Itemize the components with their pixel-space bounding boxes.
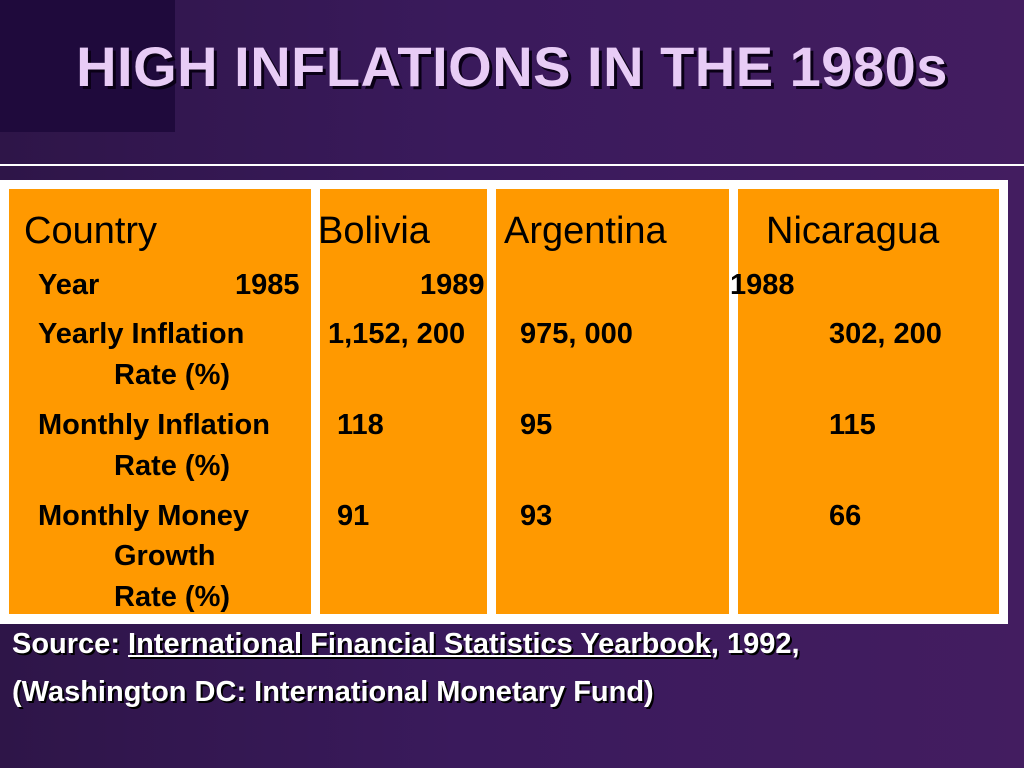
source-line-2: (Washington DC: International Monetary F… — [12, 676, 654, 708]
column-header-argentina: Argentina — [504, 210, 667, 252]
row-label-monthly-inflation: Monthly Inflation — [38, 409, 270, 441]
year-bolivia: 1985 — [235, 269, 300, 301]
value-monthly-inflation-argentina: 95 — [520, 409, 553, 441]
corner-accent-block — [0, 0, 175, 132]
value-monthly-inflation-nicaragua: 115 — [829, 409, 876, 441]
column-header-country: Country — [24, 210, 158, 252]
source-prefix: Source: — [12, 628, 129, 660]
body-cell-labels — [9, 263, 311, 614]
year-nicaragua: 1988 — [730, 269, 795, 301]
row-label-monthly-money-growth: Growth — [114, 540, 216, 572]
row-label-year: Year — [38, 269, 100, 301]
row-label-monthly-money-unit: Rate (%) — [114, 581, 231, 613]
column-header-bolivia: Bolivia — [318, 210, 430, 252]
value-yearly-inflation-nicaragua: 302, 200 — [829, 318, 942, 350]
row-label-yearly-inflation-unit: Rate (%) — [114, 359, 231, 391]
year-argentina: 1989 — [420, 269, 485, 301]
row-label-monthly-inflation-unit: Rate (%) — [114, 450, 231, 482]
value-monthly-inflation-bolivia: 118 — [337, 409, 384, 441]
value-money-growth-bolivia: 91 — [337, 500, 370, 532]
value-yearly-inflation-bolivia: 1,152, 200 — [328, 318, 466, 350]
body-cell-bolivia — [320, 263, 487, 614]
value-yearly-inflation-argentina: 975, 000 — [520, 318, 633, 350]
row-label-yearly-inflation: Yearly Inflation — [38, 318, 245, 350]
header-divider-line — [0, 164, 1024, 166]
source-line-1: Source: International Financial Statisti… — [12, 628, 800, 661]
body-cell-argentina — [496, 263, 729, 614]
column-header-nicaragua: Nicaragua — [766, 210, 940, 252]
inflation-table: Country Bolivia Argentina Nicaragua Year… — [0, 180, 1008, 624]
row-label-monthly-money: Monthly Money — [38, 500, 250, 532]
value-money-growth-argentina: 93 — [520, 500, 553, 532]
source-book-title: International Financial Statistics Yearb… — [128, 628, 711, 660]
source-year: , 1992, — [710, 628, 800, 660]
slide-title: HIGH INFLATIONS IN THE 1980s — [76, 35, 948, 98]
body-cell-nicaragua — [738, 263, 999, 614]
value-money-growth-nicaragua: 66 — [829, 500, 862, 532]
